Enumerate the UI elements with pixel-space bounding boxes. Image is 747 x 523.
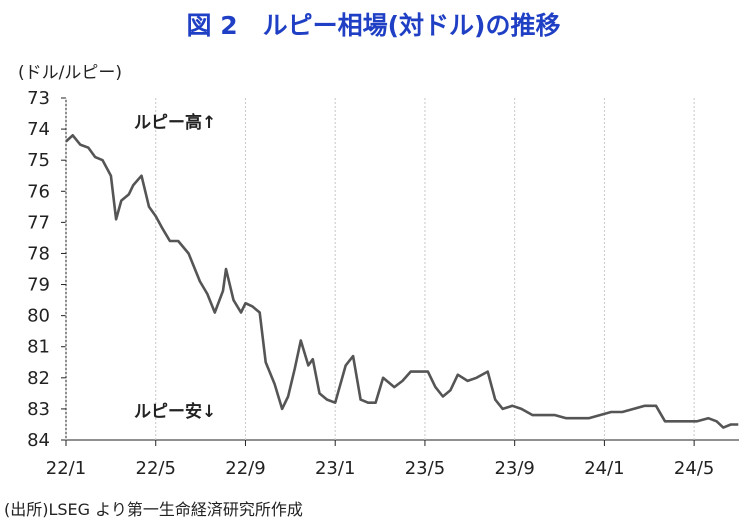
- x-tick-label: 23/1: [315, 458, 355, 479]
- annotation-rupee-up: ルピー高↑: [134, 112, 216, 133]
- x-tick-label: 23/5: [405, 458, 445, 479]
- y-axis-unit-label: (ドル/ルピー): [18, 63, 122, 83]
- y-tick-label: 78: [27, 243, 50, 264]
- x-tick-label: 23/9: [494, 458, 534, 479]
- x-tick-label: 22/1: [46, 458, 86, 479]
- y-tick-label: 83: [27, 399, 50, 420]
- y-tick-label: 76: [27, 181, 50, 202]
- y-tick-label: 80: [27, 306, 50, 327]
- y-tick-label: 81: [27, 337, 50, 358]
- source-note: (出所)LSEG より第一生命経済研究所作成: [4, 500, 303, 519]
- x-tick-label: 22/5: [136, 458, 176, 479]
- x-tick-label: 24/5: [674, 458, 714, 479]
- annotation-rupee-down: ルピー安↓: [134, 401, 216, 422]
- y-tick-label: 82: [27, 368, 50, 389]
- y-tick-label: 73: [27, 88, 50, 109]
- series-line: [65, 134, 739, 429]
- y-tick-label: 84: [27, 430, 50, 451]
- chart-title: 図 2 ルピー相場(対ドル)の推移: [186, 11, 561, 40]
- y-tick-label: 75: [27, 150, 50, 171]
- y-tick-label: 74: [27, 119, 50, 140]
- y-tick-label: 79: [27, 275, 50, 296]
- y-tick-label: 77: [27, 212, 50, 233]
- x-tick-label: 24/1: [584, 458, 624, 479]
- x-tick-label: 22/9: [225, 458, 265, 479]
